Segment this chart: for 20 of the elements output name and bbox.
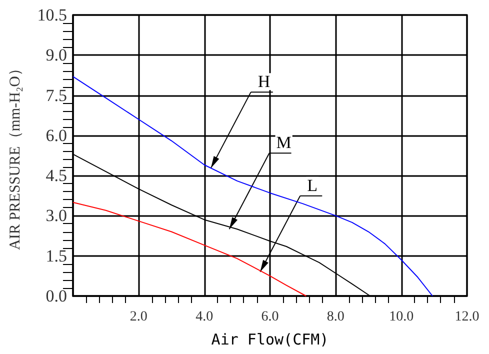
y-tick-label: 9.0 <box>46 46 67 65</box>
x-axis-title: Air Flow(CFM) <box>211 330 329 348</box>
y-tick-label: 4.5 <box>46 166 67 186</box>
annotation: M <box>276 133 292 152</box>
y-tick-label: 10.5 <box>37 6 67 24</box>
y-tick-label: 6.0 <box>46 126 67 145</box>
x-tick-label: 6.0 <box>261 310 279 324</box>
x-tick-label: 10.0 <box>389 310 414 324</box>
y-tick-label: 3.0 <box>46 206 67 226</box>
y-axis-title: AIR PRESSURE（mm-H₂O） <box>8 60 24 250</box>
annotation: L <box>307 176 318 195</box>
x-tick-label: 8.0 <box>326 310 344 324</box>
x-tick-label: 4.0 <box>196 310 214 324</box>
x-tick-label: 12.0 <box>454 310 480 324</box>
line-series <box>72 202 307 296</box>
x-tick-label: 2.0 <box>130 310 148 324</box>
y-tick-label: 0.0 <box>46 286 67 306</box>
annotation: H <box>258 72 270 92</box>
y-tick-label: 7.5 <box>46 86 67 105</box>
y-tick-label: 1.5 <box>46 246 67 266</box>
